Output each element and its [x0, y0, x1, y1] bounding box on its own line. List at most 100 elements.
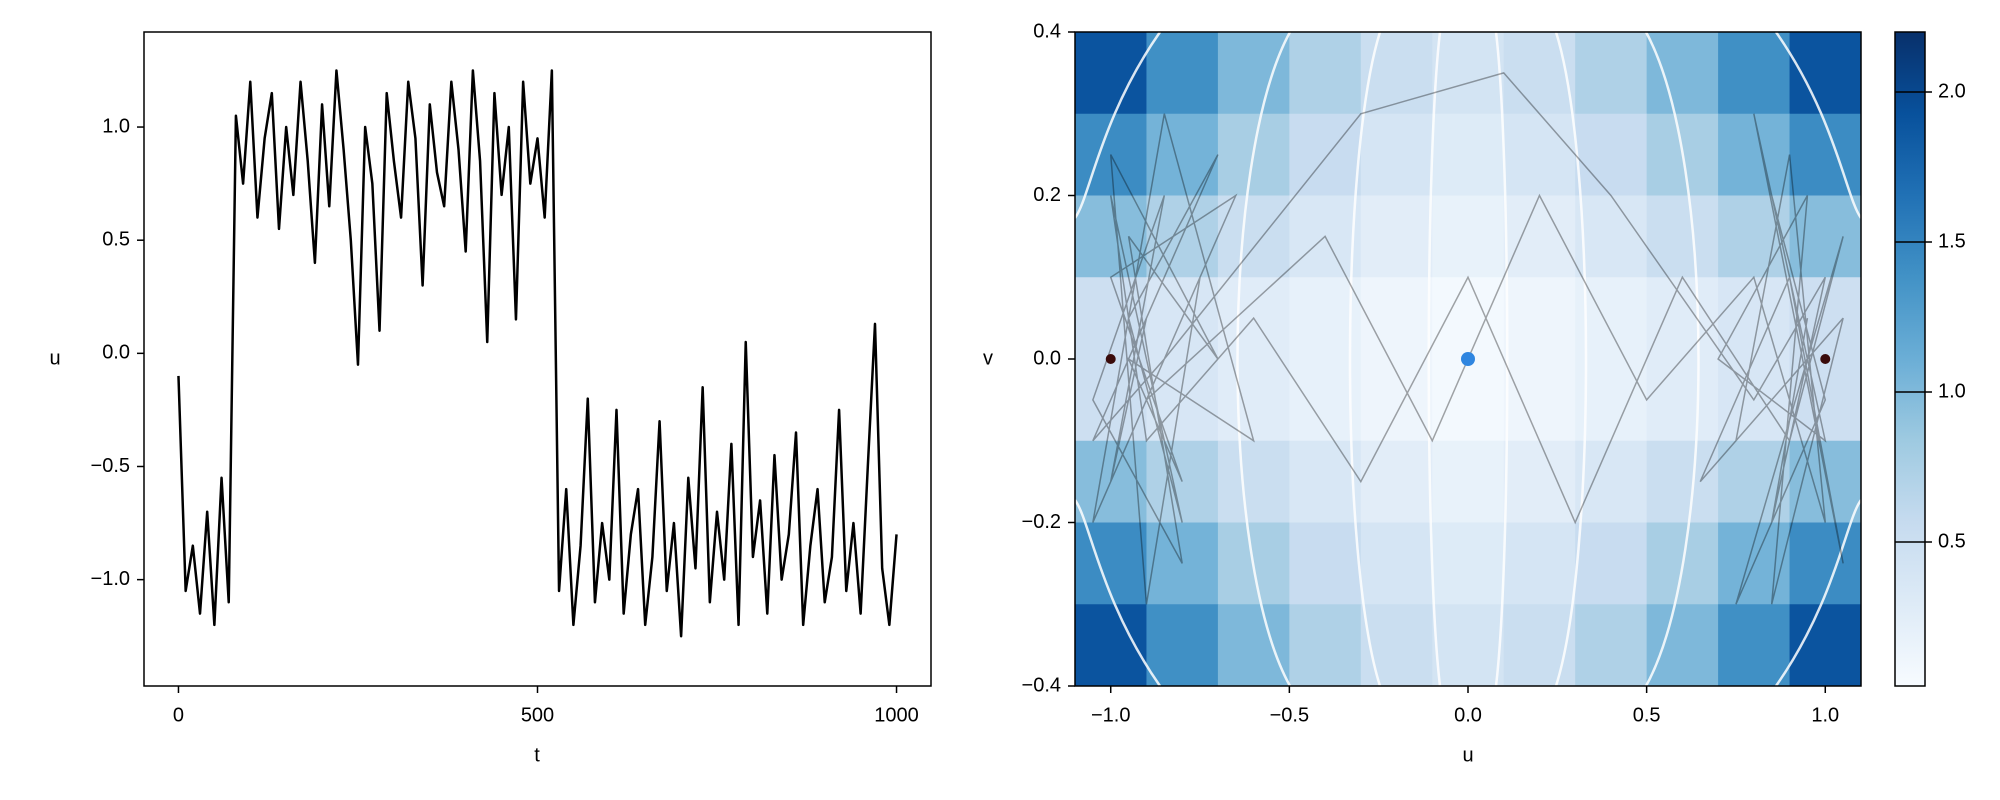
- colorbar-tick-label: 2.0: [1938, 80, 1966, 102]
- streamline: [1075, 32, 1162, 219]
- y-axis-label: u: [49, 347, 60, 369]
- heat-cell: [1503, 440, 1576, 523]
- left-axes-frame: [143, 31, 932, 687]
- heat-cell: [1646, 604, 1719, 686]
- streamline: [1348, 32, 1382, 686]
- heat-cell: [1217, 440, 1290, 523]
- heat-cell: [1503, 113, 1576, 196]
- heat-cell: [1217, 359, 1290, 442]
- heat-cell: [1646, 359, 1719, 442]
- x-tick-label: 0.0: [1454, 704, 1482, 726]
- heat-cell: [1289, 195, 1362, 278]
- heat-cell: [1718, 522, 1791, 605]
- heat-cell: [1432, 359, 1505, 442]
- y-tick-label: 0.4: [1033, 20, 1061, 42]
- colorbar-tick-label: 0.5: [1938, 530, 1966, 552]
- streamline: [1554, 32, 1588, 686]
- heat-cell: [1075, 195, 1147, 278]
- heat-cell: [1575, 32, 1648, 115]
- heat-cell: [1360, 440, 1433, 523]
- heat-cell: [1075, 32, 1147, 115]
- heat-cell: [1503, 359, 1576, 442]
- heat-cell: [1217, 195, 1290, 278]
- heat-cell: [1146, 195, 1219, 278]
- heat-cell: [1646, 32, 1719, 115]
- heat-cell: [1146, 604, 1219, 686]
- heat-cell: [1646, 440, 1719, 523]
- heat-cell: [1575, 522, 1648, 605]
- heat-cell: [1789, 113, 1861, 196]
- heat-cell: [1432, 32, 1505, 115]
- x-tick-label: 1.0: [1811, 704, 1839, 726]
- heat-cell: [1289, 32, 1362, 115]
- heat-cell: [1503, 522, 1576, 605]
- colorbar: [1894, 31, 1926, 687]
- fixed-point: [1820, 354, 1831, 364]
- heat-cell: [1575, 604, 1648, 686]
- heat-cell: [1718, 277, 1791, 360]
- trajectory-layer: [1092, 72, 1844, 605]
- heat-cell: [1289, 113, 1362, 196]
- heat-cell: [1646, 195, 1719, 278]
- heat-cell: [1718, 32, 1791, 115]
- heat-cell: [1718, 359, 1791, 442]
- heat-cell: [1789, 195, 1861, 278]
- heat-cell: [1146, 113, 1219, 196]
- heat-cell: [1289, 604, 1362, 686]
- heat-cell: [1146, 277, 1219, 360]
- streamline: [1774, 499, 1861, 686]
- heat-cell: [1075, 359, 1147, 442]
- heat-cell: [1718, 604, 1791, 686]
- y-tick-label: −0.2: [1022, 511, 1061, 533]
- x-axis-label: t: [534, 744, 540, 766]
- heat-cell: [1360, 32, 1433, 115]
- heat-cell: [1789, 277, 1861, 360]
- heat-cell: [1789, 522, 1861, 605]
- heat-cell: [1432, 195, 1505, 278]
- heat-cell: [1360, 522, 1433, 605]
- streamline: [1774, 32, 1861, 219]
- heat-cell: [1360, 195, 1433, 278]
- heat-cell: [1503, 32, 1576, 115]
- y-tick-label: 1.0: [102, 115, 130, 137]
- heat-cell: [1289, 440, 1362, 523]
- heat-cell: [1718, 113, 1791, 196]
- colorbar-tick-label: 1.5: [1938, 230, 1966, 252]
- heat-cell: [1217, 604, 1290, 686]
- heat-cell: [1503, 604, 1576, 686]
- heat-cell: [1789, 359, 1861, 442]
- x-tick-label: −1.0: [1091, 704, 1130, 726]
- heat-cell: [1146, 440, 1219, 523]
- heat-cell: [1503, 277, 1576, 360]
- heat-cell: [1146, 32, 1219, 115]
- colorbar-tick-label: 1.0: [1938, 380, 1966, 402]
- heat-cell: [1575, 195, 1648, 278]
- y-tick-label: 0.2: [1033, 184, 1061, 206]
- x-tick-label: −0.5: [1270, 704, 1309, 726]
- streamline: [1236, 32, 1292, 686]
- y-tick-label: −1.0: [91, 568, 130, 590]
- heat-cell: [1146, 522, 1219, 605]
- heat-cell: [1646, 277, 1719, 360]
- heat-cell: [1075, 113, 1147, 196]
- heat-cell: [1217, 277, 1290, 360]
- heat-cell: [1432, 277, 1505, 360]
- heat-cell: [1360, 359, 1433, 442]
- heat-cell: [1075, 277, 1147, 360]
- streamline: [1644, 32, 1700, 686]
- heat-cell: [1503, 195, 1576, 278]
- y-tick-label: 0.5: [102, 228, 130, 250]
- x-tick-label: 0.5: [1633, 704, 1661, 726]
- heat-cell: [1575, 440, 1648, 523]
- y-tick-label: 0.0: [102, 342, 130, 364]
- heat-cell: [1075, 440, 1147, 523]
- streamline: [1075, 499, 1162, 686]
- heat-cell: [1360, 604, 1433, 686]
- trajectory: [1092, 72, 1844, 605]
- x-tick-label: 0: [173, 704, 184, 726]
- streamlines: [1075, 32, 1861, 686]
- streamline: [1427, 32, 1442, 686]
- heat-cell: [1075, 522, 1147, 605]
